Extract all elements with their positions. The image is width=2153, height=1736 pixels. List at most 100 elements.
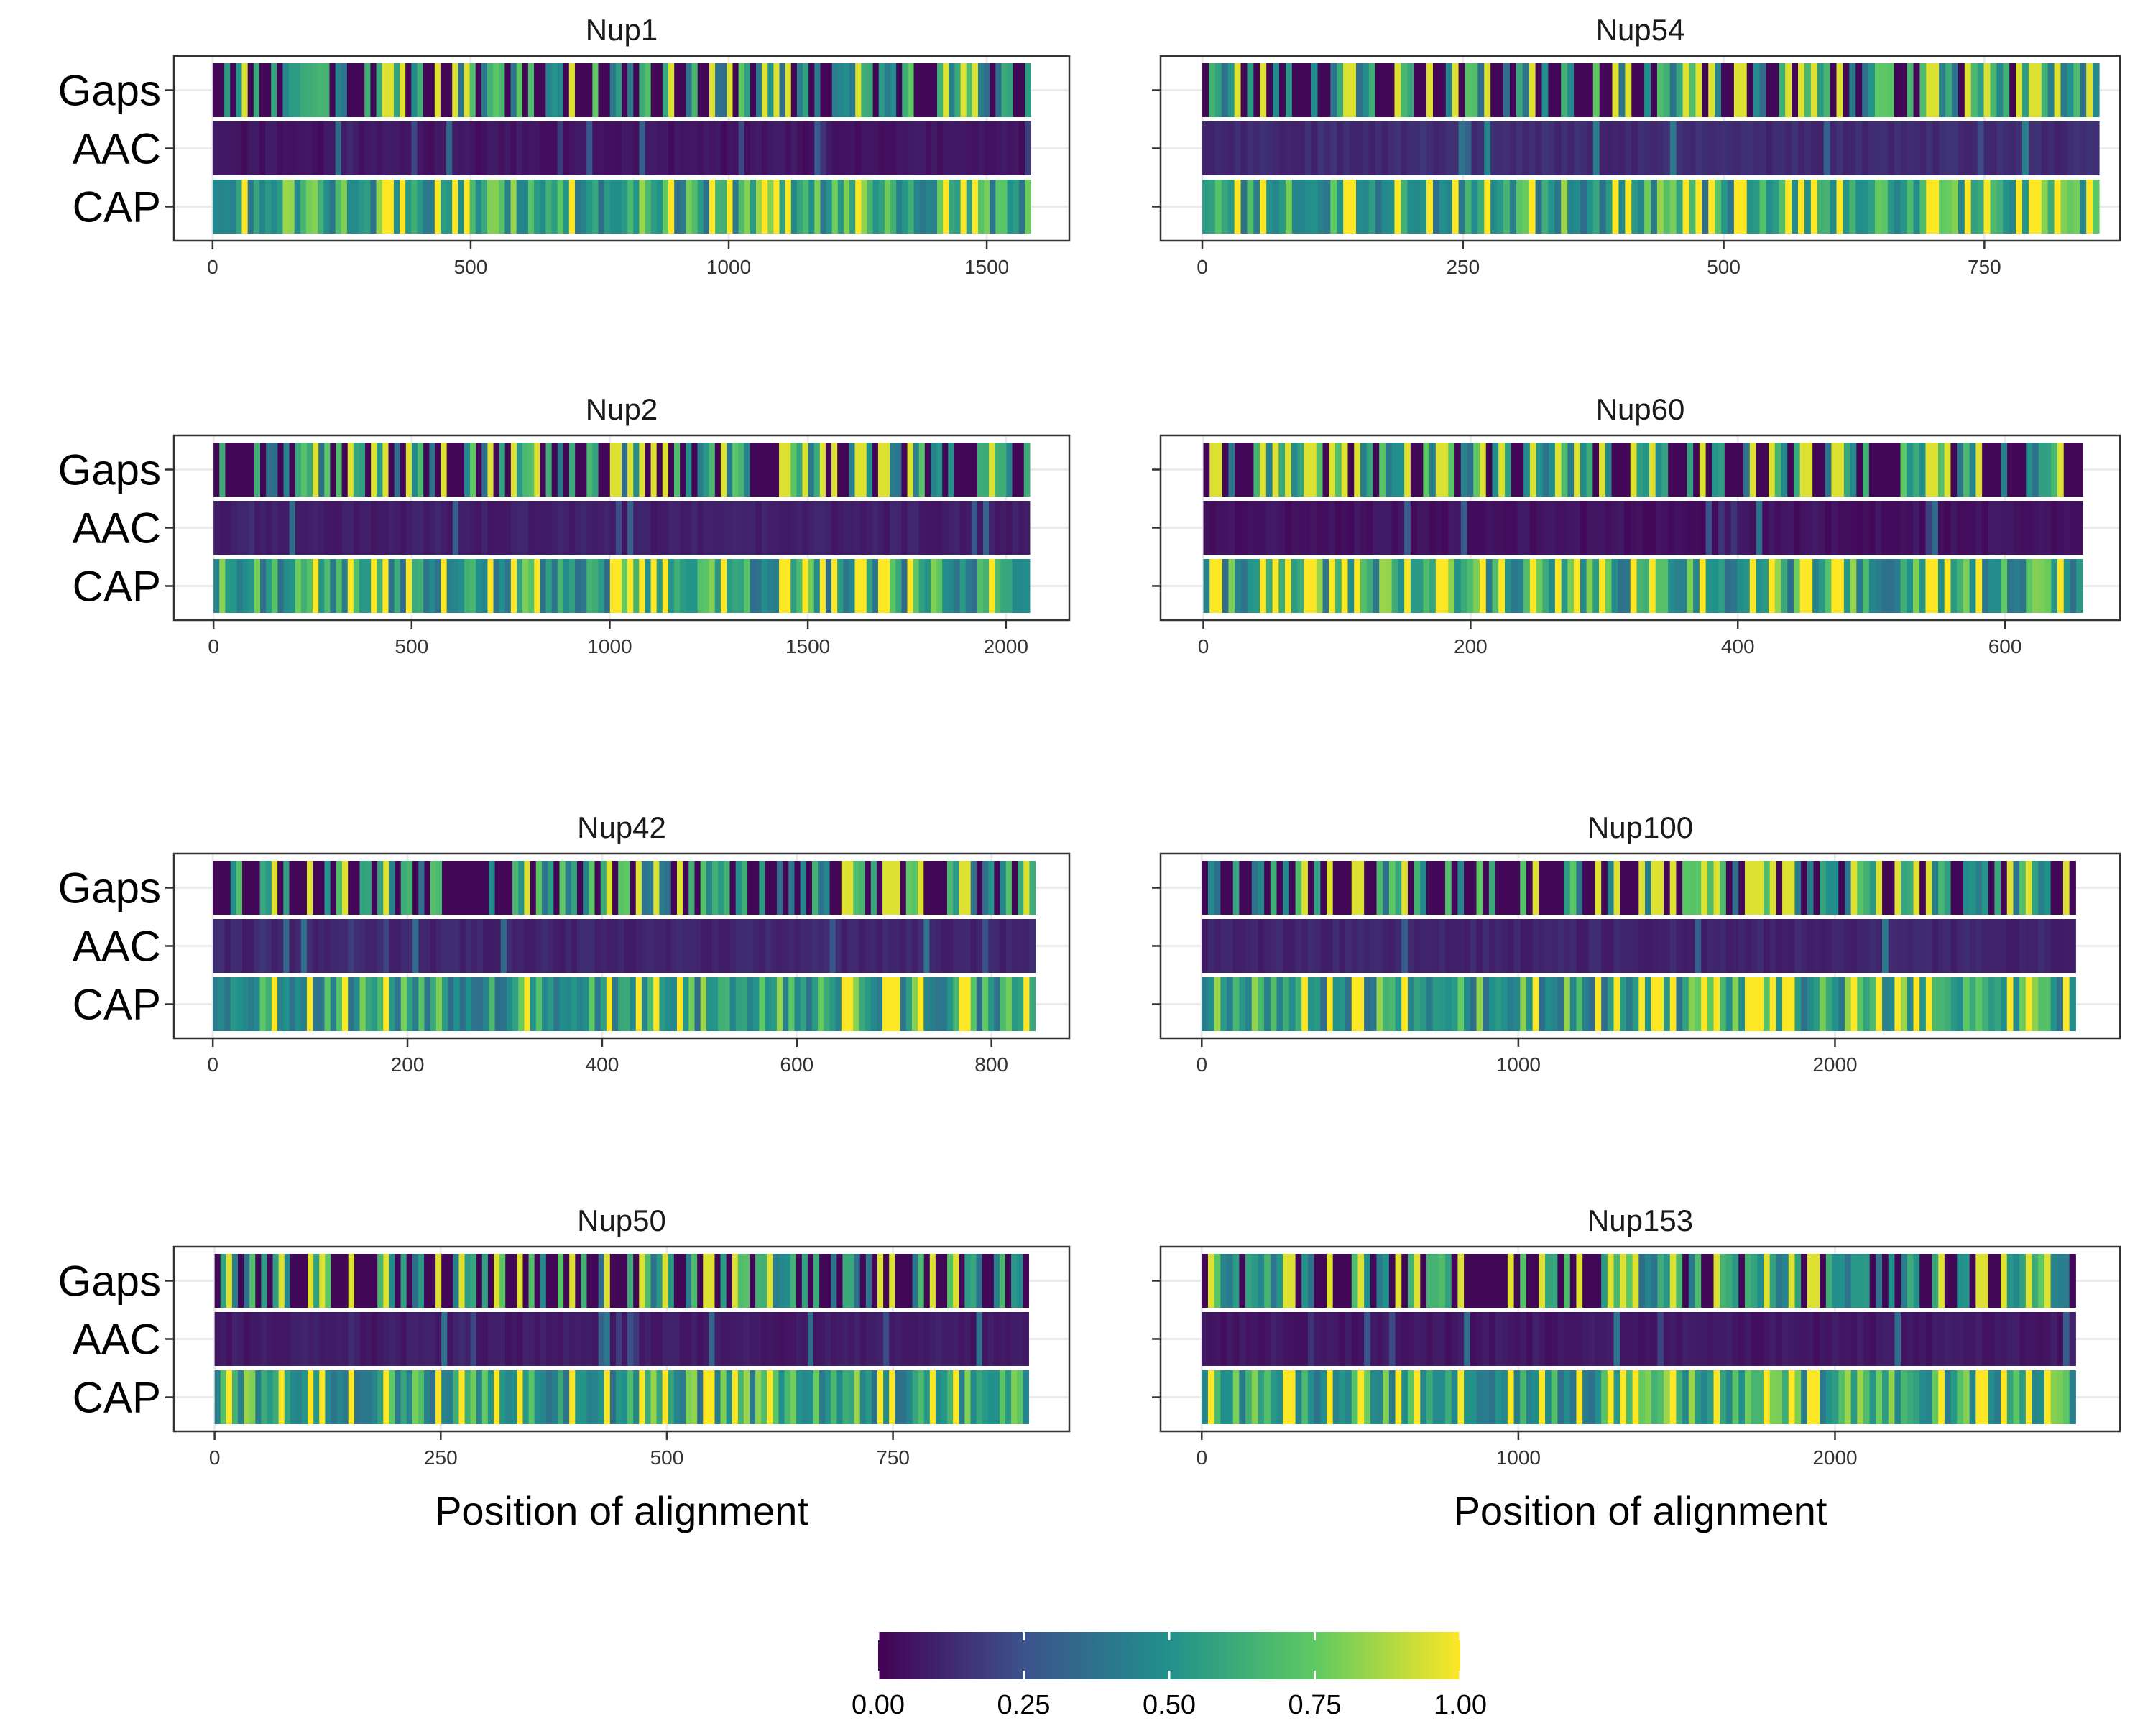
- row-label-gaps: Gaps: [58, 1257, 161, 1306]
- heat-cell: [988, 977, 995, 1031]
- heat-cell: [395, 977, 402, 1031]
- heat-cell: [1567, 180, 1575, 234]
- heat-cell: [446, 501, 453, 555]
- heat-cell: [1668, 443, 1675, 497]
- heat-cell: [1388, 1312, 1396, 1366]
- heat-cell: [500, 977, 507, 1031]
- heat-cell: [1523, 501, 1531, 555]
- heat-cell: [1843, 559, 1851, 613]
- heat-cell: [470, 1312, 477, 1366]
- heat-cell: [662, 501, 669, 555]
- heat-cell: [1740, 180, 1748, 234]
- heat-cell: [1746, 180, 1754, 234]
- heat-cell: [1017, 1312, 1023, 1366]
- heat-cell: [1817, 121, 1825, 175]
- heat-cell: [1355, 121, 1363, 175]
- heat-cell: [1429, 443, 1437, 497]
- heat-cell: [1561, 121, 1568, 175]
- heat-cell: [831, 1254, 837, 1308]
- heat-cell: [1887, 180, 1895, 234]
- heat-cell: [1894, 63, 1901, 117]
- heat-cell: [1301, 861, 1309, 915]
- track-aac: [1202, 1312, 2076, 1366]
- heat-cell: [324, 501, 331, 555]
- heat-cell: [1876, 861, 1883, 915]
- heat-cell: [2063, 559, 2071, 613]
- heat-cell: [1757, 1312, 1764, 1366]
- heat-cell: [848, 1254, 855, 1308]
- track-gaps: [1202, 1254, 2076, 1308]
- heat-cell: [1913, 977, 1920, 1031]
- heat-cell: [656, 121, 663, 175]
- heat-cell: [1343, 63, 1350, 117]
- heat-cell: [627, 1254, 634, 1308]
- heat-cell: [1301, 919, 1309, 973]
- heat-cell: [1776, 1312, 1783, 1366]
- heat-cell: [1977, 121, 1985, 175]
- heat-cell: [854, 1370, 861, 1424]
- heat-cell: [213, 861, 219, 915]
- heat-cell: [954, 63, 962, 117]
- heat-cell: [1304, 180, 1312, 234]
- heat-cell: [1588, 977, 1596, 1031]
- heat-cell: [400, 919, 407, 973]
- heat-cell: [1656, 180, 1664, 234]
- heat-cell: [1364, 1370, 1371, 1424]
- heat-cell: [1490, 63, 1498, 117]
- heat-cell: [1732, 861, 1739, 915]
- track-cap: [1202, 1370, 2076, 1424]
- heat-cell: [802, 501, 809, 555]
- heat-cell: [750, 121, 757, 175]
- heat-cell: [1460, 559, 1468, 613]
- heat-cell: [759, 861, 766, 915]
- heat-cell: [389, 1370, 396, 1424]
- heat-cell: [796, 1312, 803, 1366]
- heat-cell: [300, 861, 308, 915]
- heat-cell: [1950, 559, 1958, 613]
- heat-cell: [1732, 1370, 1739, 1424]
- heat-cell: [411, 501, 418, 555]
- heat-cell: [1945, 63, 1953, 117]
- heat-cell: [982, 559, 990, 613]
- heat-cell: [615, 1254, 622, 1308]
- heat-cell: [2001, 1254, 2008, 1308]
- heat-cell: [622, 501, 628, 555]
- heat-cell: [1545, 919, 1552, 973]
- heat-cell: [1701, 861, 1708, 915]
- heat-cell: [1395, 919, 1402, 973]
- heat-cell: [1554, 501, 1562, 555]
- heat-cell: [1975, 501, 1983, 555]
- heat-cell: [1919, 501, 1927, 555]
- heat-cell: [226, 1370, 233, 1424]
- heat-cell: [650, 443, 658, 497]
- heat-cell: [1849, 180, 1856, 234]
- heat-cell: [1376, 977, 1383, 1031]
- heat-cell: [1638, 1254, 1646, 1308]
- heat-cell: [1511, 559, 1518, 613]
- heat-cell: [948, 501, 955, 555]
- track-aac: [214, 1312, 1029, 1366]
- heat-cell: [1240, 501, 1248, 555]
- heat-cell: [995, 121, 1002, 175]
- heat-cell: [347, 501, 354, 555]
- heat-cell: [1788, 1254, 1796, 1308]
- heat-cell: [563, 1254, 570, 1308]
- heat-cell: [589, 861, 596, 915]
- heat-cell: [1470, 1254, 1477, 1308]
- heat-cell: [1513, 861, 1521, 915]
- heat-cell: [255, 1254, 262, 1308]
- heat-cell: [1532, 1254, 1539, 1308]
- heat-cell: [1631, 121, 1638, 175]
- heat-cell: [972, 63, 979, 117]
- heat-cell: [1265, 559, 1273, 613]
- heat-cell: [548, 977, 554, 1031]
- heat-cell: [1401, 1254, 1409, 1308]
- heat-cell: [1561, 180, 1568, 234]
- heat-cell: [1539, 861, 1546, 915]
- heat-cell: [565, 919, 572, 973]
- heat-cell: [313, 501, 319, 555]
- heat-cell: [1825, 1312, 1833, 1366]
- heat-cell: [1713, 919, 1720, 973]
- heat-cell: [884, 559, 890, 613]
- heat-cell: [884, 180, 891, 234]
